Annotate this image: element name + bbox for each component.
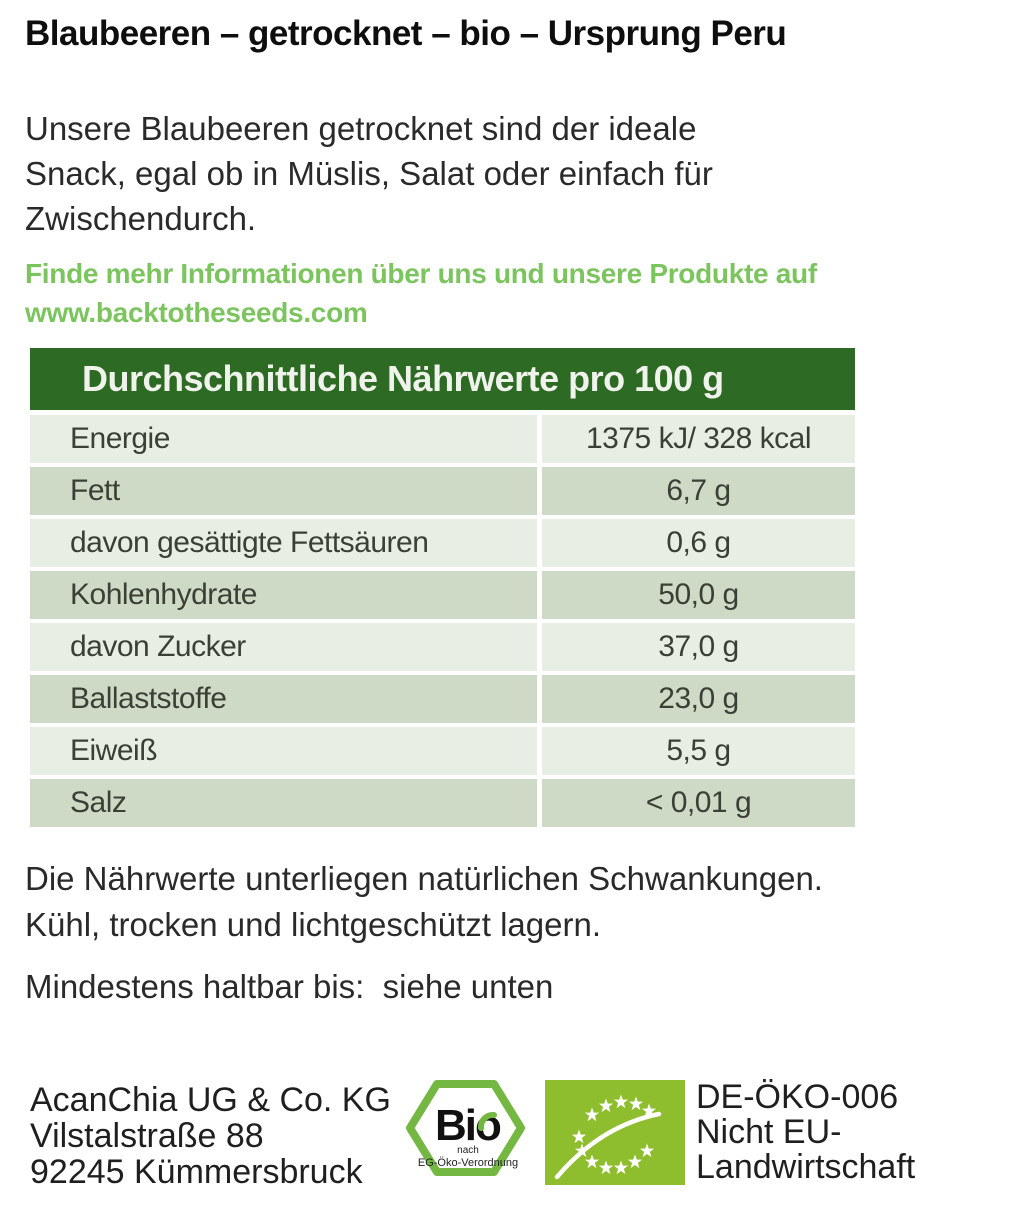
page-title: Blaubeeren – getrocknet – bio – Ursprung… bbox=[25, 14, 787, 53]
nutrient-value: 23,0 g bbox=[542, 675, 855, 723]
manufacturer-address: AcanChia UG & Co. KG Vilstalstraße 88 92… bbox=[30, 1082, 391, 1190]
description-line: Snack, egal ob in Müslis, Salat oder ein… bbox=[25, 155, 713, 192]
bio-seal-subtext: nach bbox=[457, 1145, 479, 1156]
bio-hexagon-outline bbox=[406, 1080, 525, 1176]
nutrient-label: Ballaststoffe bbox=[30, 675, 537, 723]
nutrient-label: Eiweiß bbox=[30, 727, 537, 775]
nutrient-label: Salz bbox=[30, 779, 537, 827]
storage-note-line: Kühl, trocken und lichtgeschützt lagern. bbox=[25, 906, 602, 943]
nutrition-table: Durchschnittliche Nährwerte pro 100 g En… bbox=[30, 348, 855, 827]
table-row: Ballaststoffe 23,0 g bbox=[30, 675, 855, 723]
nutrient-value: 6,7 g bbox=[542, 467, 855, 515]
promo-line: Finde mehr Informationen über uns und un… bbox=[25, 258, 817, 289]
table-row: davon gesättigte Fettsäuren 0,6 g bbox=[30, 519, 855, 567]
nutrient-value: 0,6 g bbox=[542, 519, 855, 567]
nutrient-value: < 0,01 g bbox=[542, 779, 855, 827]
product-description: Unsere Blaubeeren getrocknet sind der id… bbox=[25, 106, 713, 241]
nutrient-label: Fett bbox=[30, 467, 537, 515]
nutrient-value: 37,0 g bbox=[542, 623, 855, 671]
storage-note-line: Die Nährwerte unterliegen natürlichen Sc… bbox=[25, 860, 823, 897]
best-before-text: Mindestens haltbar bis: siehe unten bbox=[25, 968, 554, 1005]
description-line: Zwischendurch. bbox=[25, 200, 257, 237]
address-line: 92245 Kümmersbruck bbox=[30, 1153, 363, 1191]
table-row: davon Zucker 37,0 g bbox=[30, 623, 855, 671]
nutrient-value: 1375 kJ/ 328 kcal bbox=[542, 415, 855, 463]
bio-seal-green-swoosh bbox=[477, 1111, 497, 1131]
bio-seal-icon: Bio nach EG-Öko-Verordnung bbox=[406, 1080, 525, 1176]
nutrient-label: davon gesättigte Fettsäuren bbox=[30, 519, 537, 567]
cert-line: DE-ÖKO-006 bbox=[696, 1078, 899, 1116]
nutrient-value: 50,0 g bbox=[542, 571, 855, 619]
organic-certification-text: DE-ÖKO-006 Nicht EU- Landwirtschaft bbox=[696, 1080, 915, 1185]
nutrient-value: 5,5 g bbox=[542, 727, 855, 775]
nutrient-label: Kohlenhydrate bbox=[30, 571, 537, 619]
bio-seal-subtext: EG-Öko-Verordnung bbox=[418, 1157, 518, 1169]
table-row: Energie 1375 kJ/ 328 kcal bbox=[30, 415, 855, 463]
cert-line: Landwirtschaft bbox=[696, 1148, 916, 1186]
description-line: Unsere Blaubeeren getrocknet sind der id… bbox=[25, 110, 697, 147]
address-line: AcanChia UG & Co. KG bbox=[30, 1081, 391, 1119]
cert-line: Nicht EU- bbox=[696, 1113, 842, 1151]
nutrition-table-header: Durchschnittliche Nährwerte pro 100 g bbox=[30, 348, 855, 410]
eu-organic-leaf-icon bbox=[545, 1080, 685, 1185]
promo-text: Finde mehr Informationen über uns und un… bbox=[25, 254, 817, 332]
table-row: Fett 6,7 g bbox=[30, 467, 855, 515]
promo-website-url: www.backtotheseeds.com bbox=[25, 297, 368, 328]
address-line: Vilstalstraße 88 bbox=[30, 1117, 264, 1155]
storage-note: Die Nährwerte unterliegen natürlichen Sc… bbox=[25, 856, 823, 948]
bio-seal-label: Bio bbox=[435, 1101, 501, 1150]
table-row: Kohlenhydrate 50,0 g bbox=[30, 571, 855, 619]
eu-leaf-stem bbox=[554, 1111, 662, 1180]
nutrient-label: Energie bbox=[30, 415, 537, 463]
table-row: Salz < 0,01 g bbox=[30, 779, 855, 827]
nutrient-label: davon Zucker bbox=[30, 623, 537, 671]
table-row: Eiweiß 5,5 g bbox=[30, 727, 855, 775]
